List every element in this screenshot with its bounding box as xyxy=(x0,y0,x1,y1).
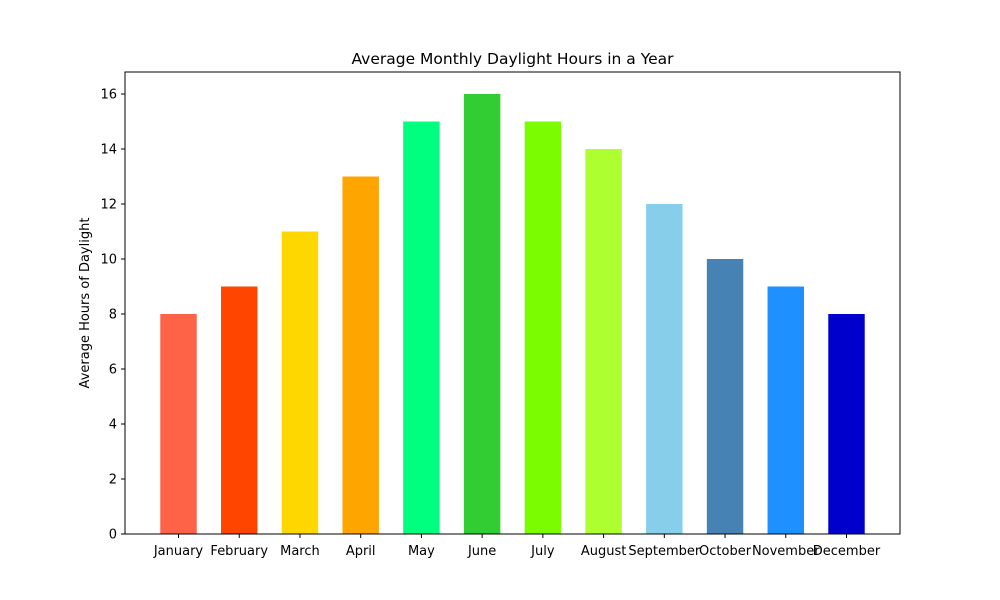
bar-april xyxy=(342,176,379,534)
bar-august xyxy=(585,149,622,534)
bar-february xyxy=(221,286,258,534)
bar-september xyxy=(646,204,683,534)
y-tick-label-16: 16 xyxy=(100,88,117,103)
bars xyxy=(160,94,865,534)
plot-frame xyxy=(124,71,901,535)
y-tick-label-2: 2 xyxy=(109,473,117,488)
x-axis: January February March April May June July Augu… xyxy=(153,534,881,559)
x-tick-label-july: July xyxy=(530,544,555,559)
y-tick-label-10: 10 xyxy=(100,253,117,268)
bar-november xyxy=(767,286,804,534)
x-tick-label-january: January xyxy=(153,544,204,559)
chart-title: Average Monthly Daylight Hours in a Year xyxy=(351,50,674,68)
x-tick-label-october: October xyxy=(699,544,752,559)
bar-march xyxy=(281,231,319,534)
x-tick-label-september: September xyxy=(628,544,701,559)
bar-october xyxy=(706,259,744,534)
y-axis-label: Average Hours of Daylight xyxy=(78,218,93,389)
x-tick-label-december: December xyxy=(813,544,881,559)
y-tick-label-0: 0 xyxy=(109,528,117,543)
x-tick-label-february: February xyxy=(210,544,268,559)
y-tick-label-12: 12 xyxy=(100,198,117,213)
bar-may xyxy=(403,121,440,534)
y-tick-label-8: 8 xyxy=(109,308,117,323)
y-axis: 0 2 4 6 8 10 12 14 16 xyxy=(100,88,125,543)
y-tick-label-14: 14 xyxy=(100,143,117,158)
bar-december xyxy=(828,314,865,534)
x-tick-label-november: November xyxy=(752,544,820,559)
x-tick-label-may: May xyxy=(408,544,435,559)
x-tick-label-march: March xyxy=(280,544,320,559)
bar-june xyxy=(463,94,501,534)
x-tick-label-june: June xyxy=(467,544,496,559)
bar-january xyxy=(160,314,197,534)
y-tick-label-4: 4 xyxy=(109,418,117,433)
y-tick-label-6: 6 xyxy=(109,363,117,378)
bar-july xyxy=(524,121,562,534)
x-tick-label-august: August xyxy=(581,544,627,559)
x-tick-label-april: April xyxy=(346,544,376,559)
